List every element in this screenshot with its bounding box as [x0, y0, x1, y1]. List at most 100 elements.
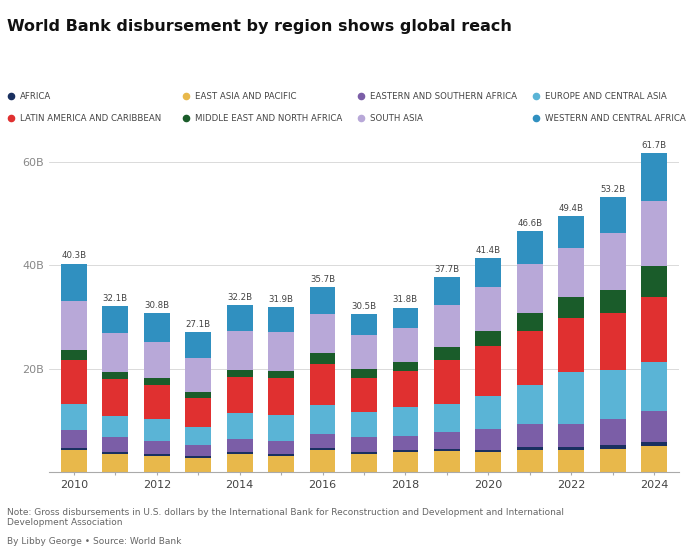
Text: 41.4B: 41.4B: [476, 246, 501, 255]
Bar: [559, 450, 584, 472]
Bar: [641, 297, 667, 362]
Bar: [309, 287, 335, 313]
Bar: [559, 424, 584, 447]
Bar: [641, 411, 667, 442]
Bar: [227, 452, 253, 454]
Bar: [227, 454, 253, 472]
Bar: [144, 341, 169, 378]
Text: 30.8B: 30.8B: [144, 301, 169, 310]
Bar: [227, 305, 253, 331]
Bar: [268, 371, 294, 378]
Bar: [309, 352, 335, 364]
Bar: [475, 452, 501, 472]
Bar: [393, 328, 419, 362]
Text: LATIN AMERICA AND CARIBBEAN: LATIN AMERICA AND CARIBBEAN: [20, 114, 161, 122]
Text: 27.1B: 27.1B: [186, 320, 211, 329]
Bar: [351, 314, 377, 335]
Bar: [393, 371, 419, 407]
Text: 31.8B: 31.8B: [393, 295, 418, 305]
Bar: [144, 313, 169, 341]
Bar: [600, 449, 626, 472]
Bar: [559, 297, 584, 318]
Bar: [475, 450, 501, 452]
Bar: [61, 360, 87, 404]
Bar: [61, 301, 87, 350]
Bar: [61, 448, 87, 450]
Bar: [186, 445, 211, 456]
Text: AFRICA: AFRICA: [20, 92, 51, 100]
Text: WESTERN AND CENTRAL AFRICA: WESTERN AND CENTRAL AFRICA: [545, 114, 685, 122]
Bar: [517, 447, 542, 450]
Bar: [475, 395, 501, 429]
Text: 35.7B: 35.7B: [310, 275, 335, 284]
Bar: [351, 452, 377, 454]
Bar: [600, 290, 626, 313]
Bar: [309, 405, 335, 434]
Text: 46.6B: 46.6B: [517, 219, 542, 228]
Bar: [434, 432, 460, 449]
Bar: [351, 335, 377, 368]
Point: [5, 114, 16, 122]
Point: [5, 92, 16, 100]
Bar: [144, 378, 169, 385]
Bar: [559, 318, 584, 372]
Bar: [268, 332, 294, 371]
Bar: [186, 358, 211, 392]
Text: Note: Gross disbursements in U.S. dollars by the International Bank for Reconstr: Note: Gross disbursements in U.S. dollar…: [7, 508, 564, 527]
Bar: [186, 398, 211, 427]
Bar: [227, 377, 253, 413]
Bar: [351, 378, 377, 412]
Bar: [517, 450, 542, 472]
Text: 32.2B: 32.2B: [227, 293, 252, 302]
Bar: [309, 449, 335, 450]
Bar: [351, 438, 377, 452]
Text: 30.5B: 30.5B: [351, 302, 377, 311]
Bar: [227, 331, 253, 369]
Bar: [144, 385, 169, 419]
Bar: [393, 407, 419, 436]
Bar: [517, 424, 542, 447]
Bar: [309, 450, 335, 472]
Bar: [434, 347, 460, 360]
Bar: [600, 233, 626, 290]
Text: EUROPE AND CENTRAL ASIA: EUROPE AND CENTRAL ASIA: [545, 92, 666, 100]
Bar: [144, 440, 169, 453]
Text: 32.1B: 32.1B: [103, 294, 128, 303]
Text: 40.3B: 40.3B: [62, 251, 86, 260]
Text: EAST ASIA AND PACIFIC: EAST ASIA AND PACIFIC: [195, 92, 296, 100]
Bar: [641, 153, 667, 201]
Bar: [434, 277, 460, 305]
Bar: [434, 451, 460, 472]
Text: 31.9B: 31.9B: [269, 295, 293, 304]
Point: [355, 92, 366, 100]
Bar: [61, 404, 87, 430]
Bar: [61, 350, 87, 360]
Bar: [186, 392, 211, 398]
Point: [180, 114, 191, 122]
Bar: [186, 456, 211, 458]
Bar: [268, 456, 294, 472]
Bar: [517, 385, 542, 424]
Bar: [393, 362, 419, 371]
Bar: [268, 378, 294, 414]
Bar: [186, 458, 211, 472]
Bar: [309, 434, 335, 449]
Bar: [600, 313, 626, 370]
Text: MIDDLE EAST AND NORTH AFRICA: MIDDLE EAST AND NORTH AFRICA: [195, 114, 342, 122]
Bar: [393, 452, 419, 472]
Text: 49.4B: 49.4B: [559, 204, 584, 214]
Bar: [517, 313, 542, 331]
Bar: [268, 414, 294, 440]
Bar: [559, 372, 584, 424]
Bar: [434, 305, 460, 347]
Bar: [641, 442, 667, 446]
Bar: [186, 427, 211, 445]
Bar: [434, 404, 460, 432]
Bar: [434, 360, 460, 404]
Bar: [102, 379, 128, 416]
Text: By Libby George • Source: World Bank: By Libby George • Source: World Bank: [7, 537, 181, 546]
Bar: [227, 413, 253, 439]
Bar: [102, 333, 128, 372]
Bar: [61, 450, 87, 472]
Bar: [434, 449, 460, 451]
